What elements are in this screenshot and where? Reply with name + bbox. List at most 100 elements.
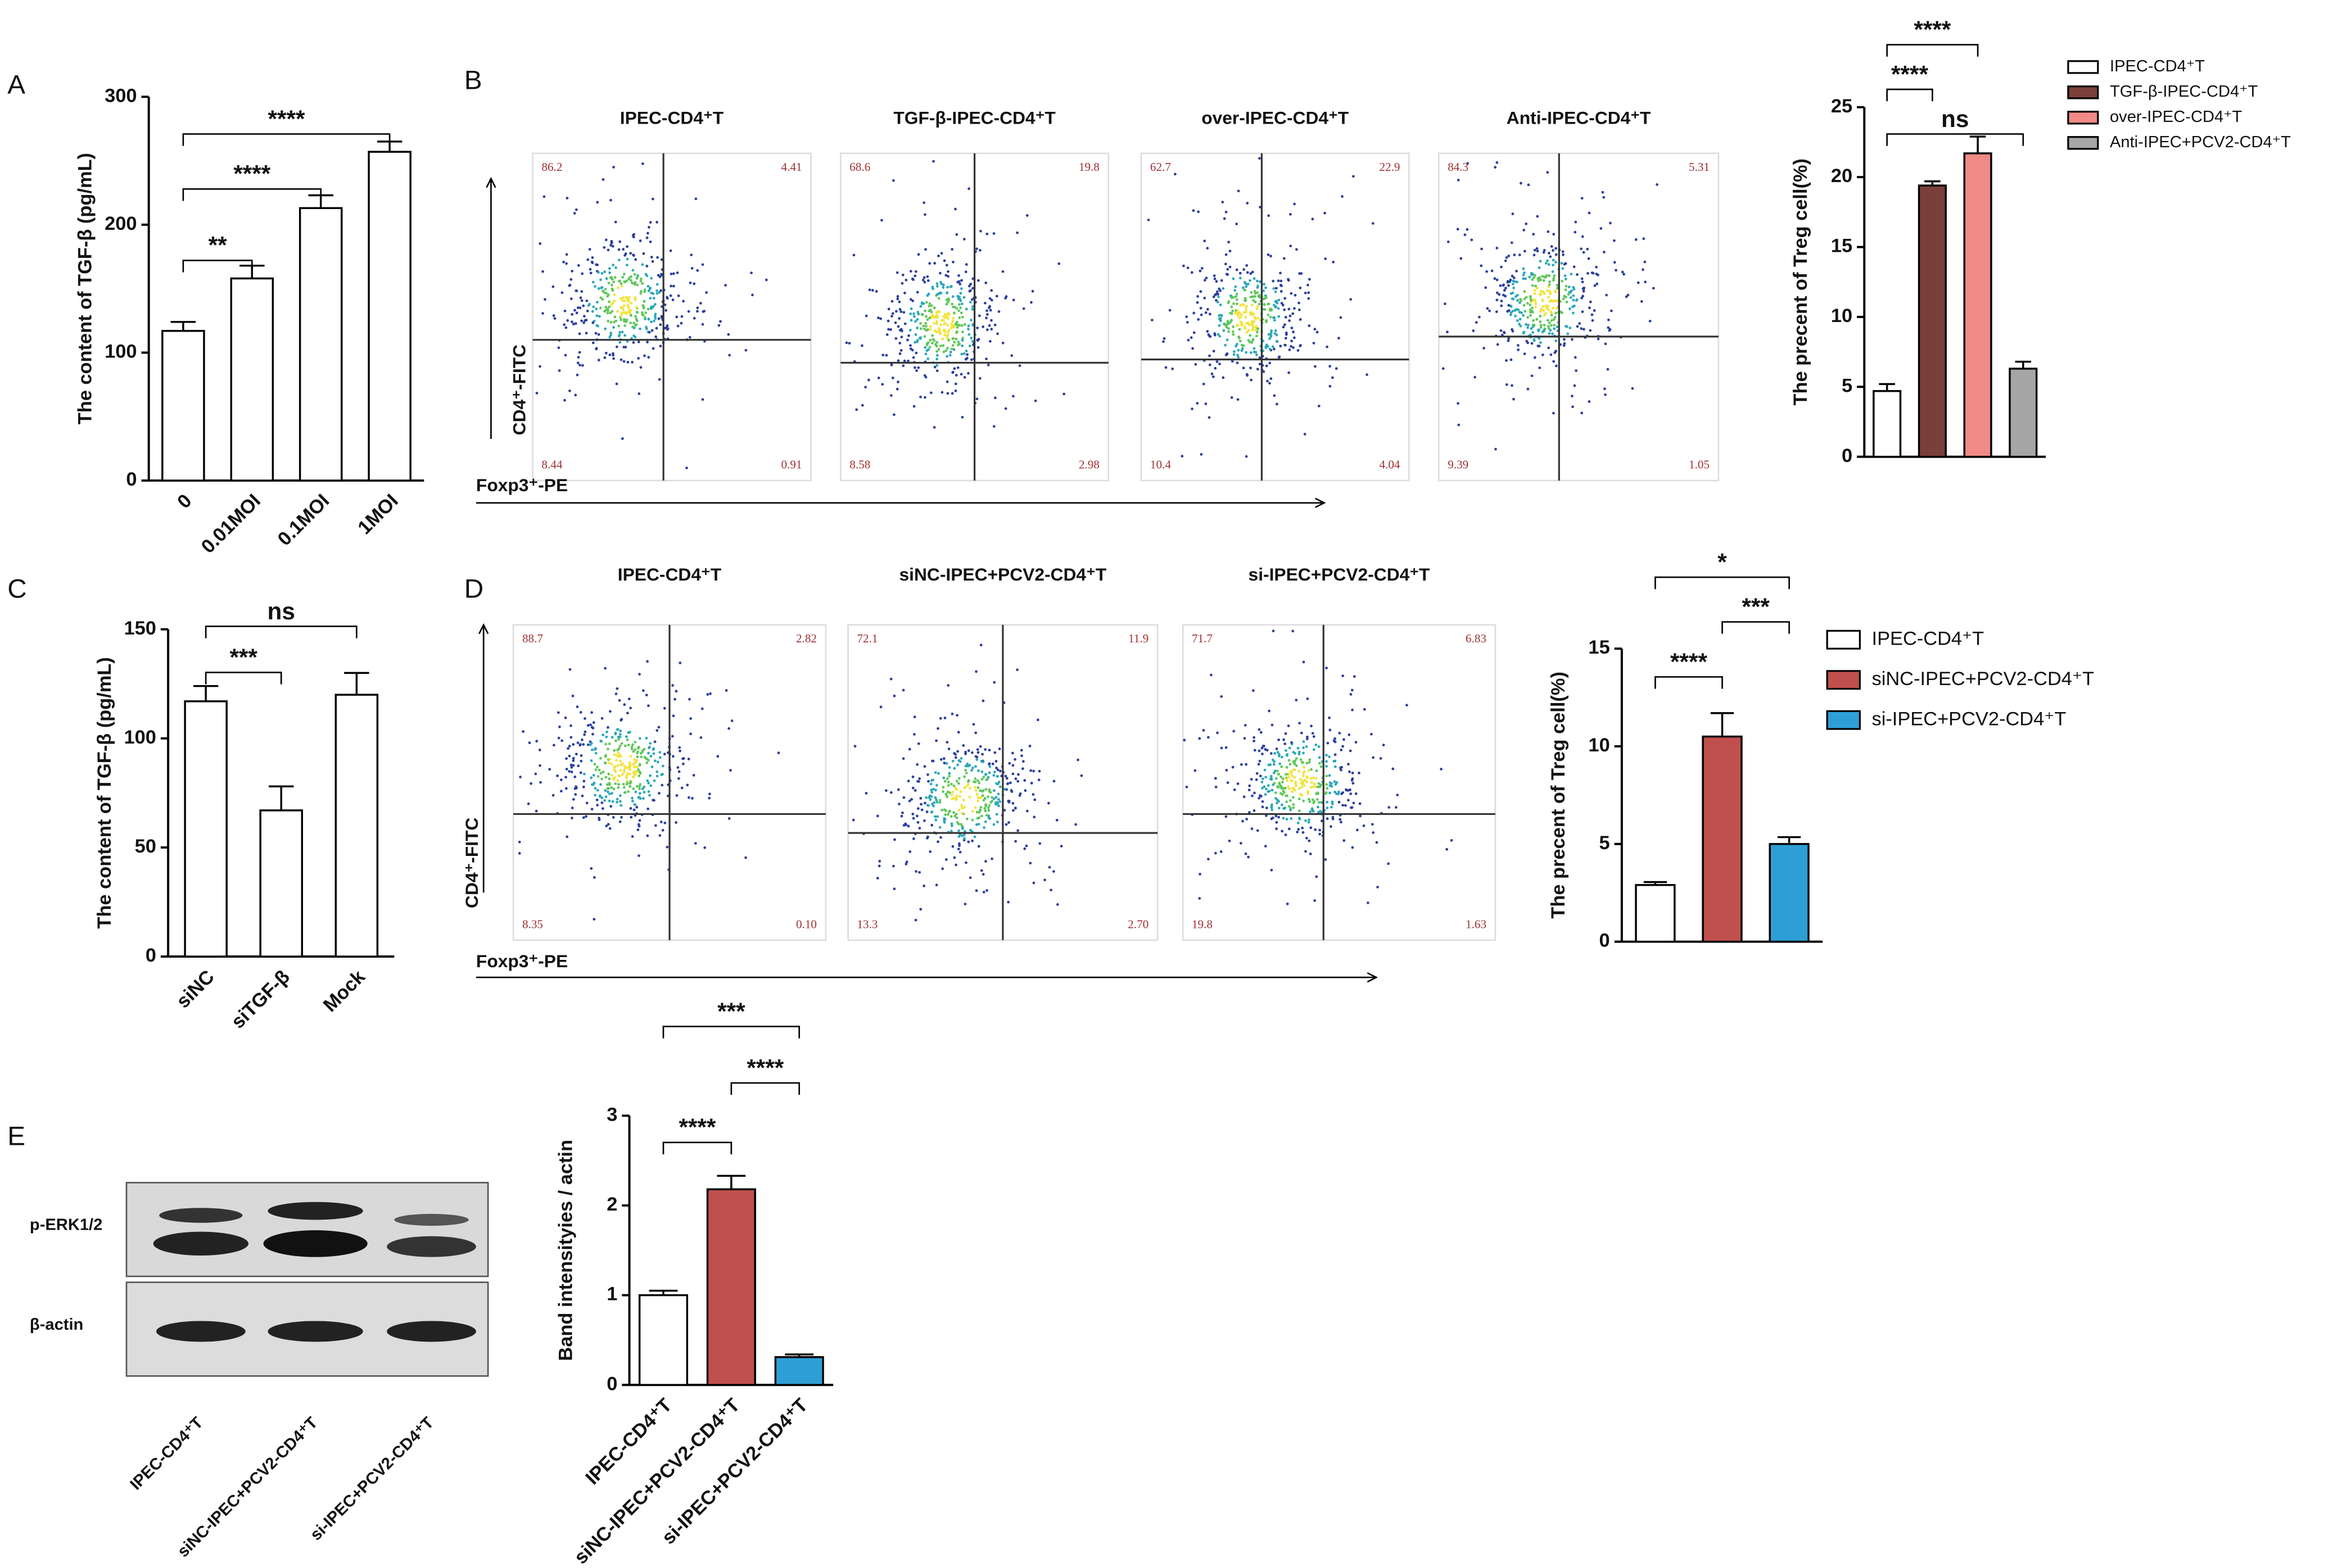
event-dot — [973, 786, 976, 789]
event-dot — [945, 762, 948, 765]
event-dot — [936, 354, 939, 357]
event-dot — [1347, 799, 1350, 802]
bar — [638, 1294, 689, 1386]
event-dot — [1507, 339, 1510, 342]
bar — [368, 151, 412, 482]
event-dot — [1228, 311, 1232, 315]
y-axis-label: Band intensityies / actin — [555, 1140, 576, 1361]
event-dot — [1240, 314, 1243, 316]
event-dot — [1299, 286, 1302, 289]
event-dot — [1352, 175, 1355, 178]
event-dot — [701, 263, 704, 266]
event-dot — [1190, 336, 1193, 339]
event-dot — [938, 801, 942, 804]
event-dot — [1226, 781, 1229, 784]
event-dot — [1441, 367, 1445, 370]
event-dot — [657, 726, 661, 729]
event-dot — [1217, 333, 1220, 336]
event-dot — [928, 316, 932, 319]
event-dot — [914, 333, 917, 336]
event-dot — [1531, 284, 1534, 287]
event-dot — [689, 281, 692, 284]
event-dot — [1217, 295, 1220, 298]
event-dot — [1621, 270, 1624, 274]
event-dot — [522, 730, 525, 733]
event-dot — [1531, 325, 1535, 328]
event-dot — [1245, 455, 1248, 458]
event-dot — [1186, 321, 1189, 324]
event-dot — [983, 301, 987, 305]
event-dot — [1224, 262, 1227, 266]
event-dot — [954, 389, 957, 392]
event-dot — [964, 357, 967, 361]
event-dot — [965, 350, 968, 352]
event-dot — [966, 353, 969, 356]
event-dot — [591, 321, 595, 324]
event-dot — [1245, 264, 1249, 267]
legend-swatch — [2067, 60, 2099, 74]
event-dot — [1258, 296, 1262, 299]
event-dot — [1366, 373, 1368, 377]
event-dot — [916, 339, 919, 342]
event-dot — [1543, 314, 1546, 317]
quadrant-value: 62.7 — [1150, 160, 1171, 174]
y-tick-label: 5 — [1842, 375, 1852, 396]
event-dot — [1241, 819, 1244, 823]
flow-plot-frame — [1438, 152, 1720, 482]
event-dot — [1395, 806, 1398, 809]
event-dot — [637, 823, 640, 826]
event-dot — [1526, 341, 1529, 345]
blot-band — [394, 1213, 469, 1226]
event-dot — [946, 741, 949, 744]
event-dot — [612, 320, 616, 324]
event-dot — [1022, 307, 1025, 310]
quadrant-value: 2.82 — [796, 632, 817, 645]
event-dot — [945, 303, 948, 306]
event-dot — [663, 303, 667, 306]
event-dot — [1255, 307, 1259, 311]
flow-plot-frame — [532, 152, 812, 482]
event-dot — [1284, 787, 1287, 790]
event-dot — [970, 319, 973, 321]
event-dot — [1275, 339, 1278, 343]
event-dot — [1014, 806, 1017, 809]
event-dot — [1547, 327, 1550, 330]
event-dot — [1318, 828, 1321, 832]
event-dot — [607, 772, 611, 776]
event-dot — [1503, 289, 1506, 292]
event-dot — [1304, 779, 1307, 782]
event-dot — [1264, 776, 1267, 779]
event-dot — [1320, 801, 1323, 804]
quadrant-value: 68.6 — [849, 160, 870, 174]
event-dot — [963, 837, 966, 840]
event-dot — [659, 345, 662, 348]
event-dot — [1003, 787, 1006, 791]
event-dot — [612, 166, 615, 169]
event-dot — [923, 819, 926, 822]
significance-label: **** — [268, 106, 305, 132]
event-dot — [926, 318, 929, 321]
event-dot — [1223, 217, 1226, 220]
event-dot — [548, 768, 551, 771]
event-dot — [597, 287, 600, 290]
event-dot — [539, 365, 541, 368]
event-dot — [990, 298, 993, 302]
event-dot — [950, 327, 953, 329]
event-dot — [1535, 287, 1539, 290]
event-dot — [604, 288, 607, 291]
event-dot — [924, 213, 926, 216]
event-dot — [573, 775, 577, 778]
event-dot — [616, 797, 619, 801]
event-dot — [929, 782, 933, 786]
event-dot — [890, 364, 893, 366]
event-dot — [1264, 814, 1268, 817]
event-dot — [927, 780, 930, 783]
event-dot — [1263, 303, 1266, 306]
event-dot — [577, 264, 580, 267]
event-dot — [926, 279, 930, 282]
event-dot — [1516, 280, 1518, 284]
event-dot — [1306, 697, 1309, 700]
event-dot — [896, 271, 899, 274]
event-dot — [961, 339, 964, 342]
